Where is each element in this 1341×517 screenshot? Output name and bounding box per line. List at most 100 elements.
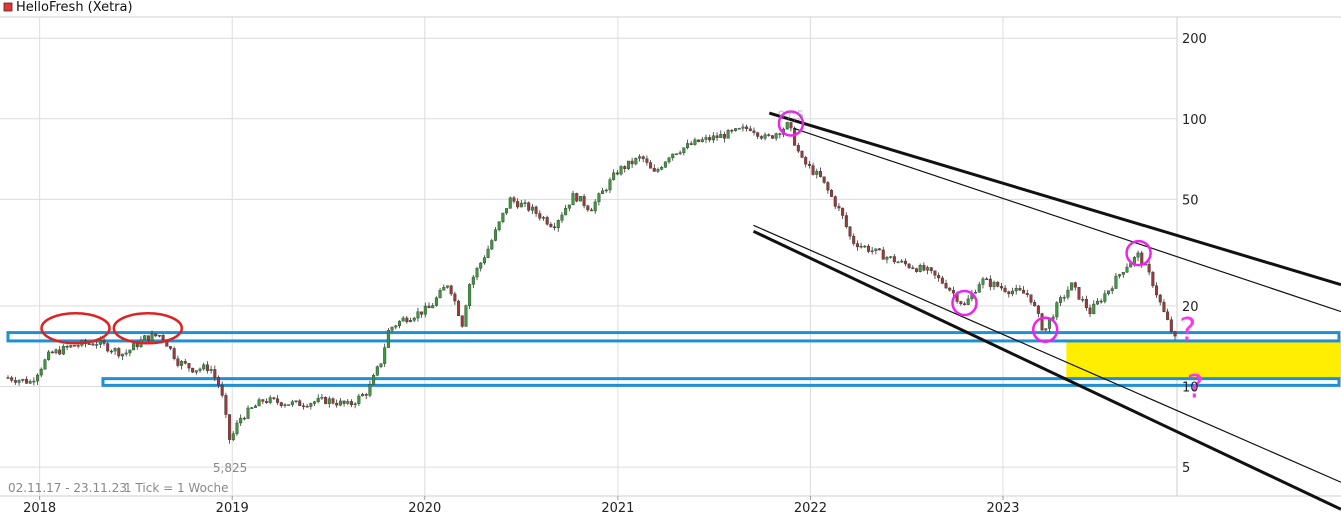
- candle-body: [1025, 293, 1029, 295]
- candle-body: [937, 275, 941, 279]
- candle-body: [715, 135, 719, 138]
- annotation-markers: ??: [40, 110, 1204, 405]
- candle-body: [61, 346, 65, 355]
- candle-body: [907, 263, 911, 268]
- candle-body: [700, 139, 704, 142]
- channel-line: [768, 111, 1341, 287]
- candle-body: [394, 325, 398, 328]
- candle-body: [471, 276, 475, 285]
- candle-body: [124, 352, 128, 355]
- candle-body: [697, 139, 701, 142]
- candle-body: [342, 400, 346, 404]
- candle-body: [844, 215, 848, 228]
- candle-body: [375, 366, 379, 376]
- candle-body: [745, 126, 749, 129]
- candle-body: [217, 377, 221, 386]
- candle-body: [785, 122, 789, 130]
- candle-body: [268, 397, 272, 403]
- candle-body: [194, 370, 198, 373]
- question-mark: ?: [1187, 367, 1204, 405]
- title-marker: [3, 2, 13, 12]
- candle-body: [379, 363, 383, 367]
- candle-body: [1125, 266, 1129, 273]
- candle-body: [571, 193, 575, 206]
- candle-body: [767, 134, 771, 136]
- support-band: [6, 331, 1341, 343]
- candle-body: [361, 394, 365, 397]
- y-tick-label: 50: [1182, 193, 1199, 208]
- candle-body: [265, 401, 269, 403]
- candle-body: [796, 145, 800, 152]
- candle-body: [357, 395, 361, 404]
- candle-body: [671, 153, 675, 159]
- candle-body: [922, 265, 926, 271]
- candle-body: [486, 248, 490, 258]
- candle-body: [974, 292, 978, 294]
- candle-body: [13, 380, 17, 383]
- candle-body: [615, 172, 619, 175]
- candle-body: [896, 261, 900, 264]
- candle-body: [682, 147, 686, 153]
- candle-body: [911, 267, 915, 269]
- candle-body: [106, 343, 110, 352]
- candle-body: [1155, 285, 1159, 296]
- candle-body: [567, 204, 571, 209]
- candle-body: [612, 172, 616, 180]
- tick-interval-label: 1 Tick = 1 Woche: [124, 481, 229, 495]
- support-band: [101, 377, 1341, 387]
- y-tick-label: 5: [1182, 461, 1190, 476]
- candle-body: [541, 217, 545, 219]
- candle-body: [641, 156, 645, 159]
- candle-body: [962, 303, 966, 305]
- candle-body: [416, 311, 420, 319]
- candle-body: [76, 345, 80, 347]
- candle-body: [560, 214, 564, 221]
- candle-body: [1077, 287, 1081, 300]
- candle-body: [929, 267, 933, 271]
- candle-body: [1147, 263, 1151, 273]
- candle-body: [10, 377, 14, 381]
- candle-body: [449, 285, 453, 295]
- candle-body: [996, 281, 1000, 287]
- candle-body: [638, 156, 642, 159]
- candle-body: [213, 369, 217, 378]
- highlight-band: [1066, 341, 1341, 379]
- candle-body: [1007, 291, 1011, 295]
- candle-body: [180, 361, 184, 366]
- candle-body: [157, 335, 161, 337]
- candle-body: [150, 333, 154, 341]
- candle-body: [497, 221, 501, 230]
- candle-body: [649, 162, 653, 169]
- candle-body: [874, 248, 878, 251]
- candle-body: [1166, 311, 1170, 320]
- candle-body: [47, 351, 51, 360]
- candle-body: [298, 400, 302, 407]
- y-tick-label: 200: [1182, 32, 1207, 47]
- candle-body: [634, 158, 638, 165]
- red-ellipse-marker: [112, 312, 184, 345]
- candle-body: [660, 167, 664, 170]
- candle-body: [161, 335, 165, 340]
- candle-body: [881, 249, 885, 260]
- candle-body: [619, 166, 623, 175]
- candle-body: [1151, 271, 1155, 287]
- candle-body: [870, 250, 874, 252]
- candle-body: [91, 343, 95, 346]
- candle-body: [1114, 275, 1118, 289]
- candle-body: [176, 358, 180, 366]
- candle-body: [1103, 293, 1107, 302]
- candle-body: [335, 403, 339, 406]
- candle-body: [205, 364, 209, 371]
- candle-body: [1132, 256, 1136, 264]
- candle-body: [1140, 252, 1144, 265]
- candle-body: [811, 165, 815, 175]
- candle-body: [464, 305, 468, 327]
- candle-body: [1073, 282, 1077, 288]
- candle-body: [1003, 287, 1007, 292]
- candle-body: [999, 286, 1003, 289]
- candle-body: [1036, 305, 1040, 314]
- candle-body: [305, 405, 309, 408]
- red-ellipse-marker: [40, 312, 111, 345]
- candle-body: [72, 345, 76, 347]
- candle-body: [516, 201, 520, 208]
